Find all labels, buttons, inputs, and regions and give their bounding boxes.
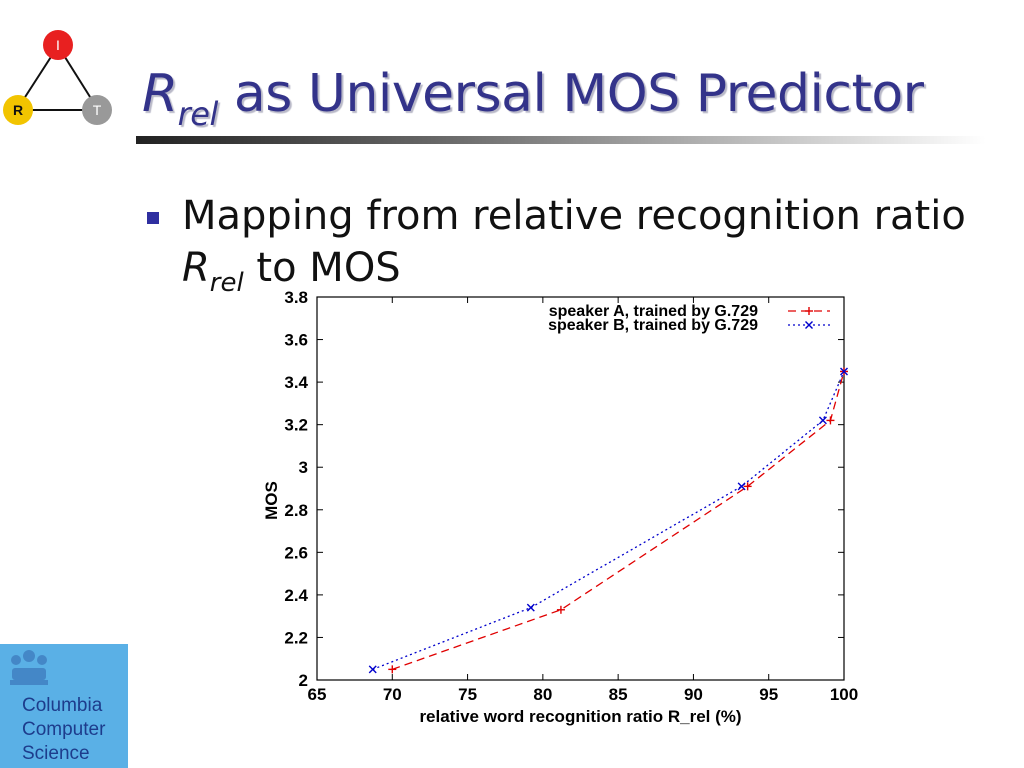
bullet-symbol: R bbox=[182, 245, 210, 291]
bullet-item: Mapping from relative recognition ratio … bbox=[182, 190, 966, 309]
y-axis-label: MOS bbox=[262, 481, 281, 520]
y-tick-label: 2.6 bbox=[284, 543, 308, 562]
logo-node-t bbox=[82, 95, 112, 125]
legend-marker-2 bbox=[805, 321, 813, 329]
logo-line-1: Columbia bbox=[22, 695, 103, 716]
logo-node-t-label: T bbox=[93, 102, 102, 118]
crown-icon bbox=[10, 650, 48, 685]
logo-node-r bbox=[3, 95, 33, 125]
series-2-point bbox=[526, 603, 535, 612]
logo-node-r-label: R bbox=[13, 102, 23, 118]
y-tick-label: 3 bbox=[299, 458, 308, 477]
series-2-point bbox=[840, 367, 848, 376]
x-tick-label: 85 bbox=[609, 685, 628, 704]
x-tick-label: 90 bbox=[684, 685, 703, 704]
bullet-subscript: rel bbox=[209, 268, 244, 298]
y-tick-label: 3.8 bbox=[284, 288, 308, 307]
bullet-line-2: Rrel to MOS bbox=[182, 242, 966, 309]
logo-line-2: Computer bbox=[22, 719, 106, 740]
columbia-logo-text: Columbia Computer Science bbox=[22, 694, 105, 766]
title-symbol: R bbox=[142, 64, 178, 124]
x-axis-label: relative word recognition ratio R_rel (%… bbox=[419, 707, 741, 726]
x-tick-label: 100 bbox=[830, 685, 858, 704]
slide-title: Rrel as Universal MOS Predictor bbox=[142, 64, 924, 133]
y-tick-label: 3.6 bbox=[284, 331, 308, 350]
x-tick-label: 80 bbox=[533, 685, 552, 704]
logo-node-i-label: I bbox=[56, 37, 60, 53]
legend-label-2: speaker B, trained by G.729 bbox=[548, 317, 758, 334]
x-tick-label: 95 bbox=[759, 685, 778, 704]
bullet-line-1: Mapping from relative recognition ratio bbox=[182, 193, 966, 239]
bullet-marker bbox=[147, 212, 159, 224]
plot-frame bbox=[316, 296, 845, 681]
series-line-1 bbox=[392, 371, 845, 670]
legend-label-1: speaker A, trained by G.729 bbox=[549, 303, 758, 320]
y-tick-label: 2 bbox=[299, 671, 308, 690]
logo-line-3: Science bbox=[22, 743, 90, 764]
y-tick-label: 2.8 bbox=[284, 501, 308, 520]
title-underline bbox=[136, 136, 986, 144]
mos-chart: 65 70 75 80 85 90 95 100 2 2.2 2.4 2.6 2.8 3 3.2 3.4 3.6… bbox=[262, 288, 858, 726]
y-tick-label: 3.4 bbox=[284, 373, 308, 392]
y-tick-label: 2.4 bbox=[284, 586, 308, 605]
title-text: as Universal MOS Predictor bbox=[217, 64, 924, 124]
series-2-point bbox=[818, 416, 827, 425]
bullet-rest: to MOS bbox=[243, 245, 401, 291]
columbia-logo: Columbia Computer Science bbox=[0, 644, 128, 768]
title-subscript: rel bbox=[177, 95, 219, 133]
x-tick-label: 75 bbox=[458, 685, 477, 704]
series-line-2 bbox=[372, 371, 845, 670]
series-2-point bbox=[368, 665, 377, 674]
irt-logo: I R T bbox=[3, 30, 112, 125]
x-tick-label: 70 bbox=[383, 685, 402, 704]
x-tick-label: 65 bbox=[308, 685, 327, 704]
series-2-point bbox=[737, 482, 746, 491]
y-tick-label: 3.2 bbox=[284, 416, 308, 435]
y-tick-label: 2.2 bbox=[284, 628, 308, 647]
logo-node-i bbox=[43, 30, 73, 60]
